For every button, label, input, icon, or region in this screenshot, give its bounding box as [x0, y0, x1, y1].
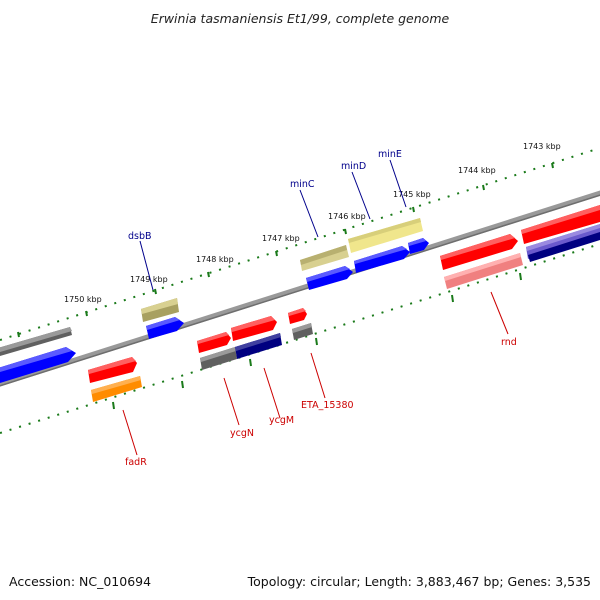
tick-label: 1747 kbp: [262, 234, 300, 243]
major-tick: [181, 380, 184, 389]
major-tick: [207, 271, 210, 278]
major-tick: [275, 250, 278, 257]
gene-block-gray: [0, 327, 72, 356]
gene-label-minE: minE: [378, 149, 402, 160]
gene-labels-bottom: rnd ETA_15380 ycgM ycgN fadR: [125, 337, 517, 468]
tick-label: 1750 kbp: [64, 295, 102, 304]
major-tick: [17, 331, 20, 338]
gene-label-fadR: fadR: [125, 457, 147, 468]
major-tick: [315, 337, 318, 346]
gene-label-ycgN: ycgN: [230, 428, 254, 439]
gene-label-minC: minC: [290, 179, 315, 190]
gene-arrow-red: [231, 316, 277, 341]
major-tick: [482, 184, 485, 191]
major-tick: [451, 294, 454, 303]
gene-arrow-red: [88, 357, 137, 383]
gene-label-ETA_15380: ETA_15380: [301, 400, 354, 411]
major-tick: [249, 358, 252, 367]
tick-label: 1743 kbp: [523, 142, 561, 151]
gene-block-navy: [528, 232, 600, 262]
major-tick: [344, 228, 347, 235]
accession-text: Accession: NC_010694: [9, 574, 151, 589]
gene-arrow-blue: [354, 246, 410, 273]
gene-label-dsbB: dsbB: [128, 231, 152, 242]
gene-arrow-blue: [306, 266, 353, 290]
major-tick: [85, 310, 88, 317]
genome-summary-text: Topology: circular; Length: 3,883,467 bp…: [247, 574, 591, 589]
gene-block-khaki: [300, 245, 349, 271]
tick-label: 1744 kbp: [458, 166, 496, 175]
major-tick: [112, 401, 115, 410]
gene-block-khaki: [141, 298, 179, 322]
gene-labels-top: minE minD minC dsbB: [128, 149, 402, 242]
gene-block-orange: [91, 376, 142, 402]
major-ticks: [17, 162, 554, 410]
tick-label: 1746 kbp: [328, 212, 366, 221]
gene-block-gray: [292, 323, 313, 340]
gene-block-pink: [444, 253, 523, 289]
gene-label-ycgM: ycgM: [269, 415, 294, 426]
label-leaders: [122, 159, 509, 456]
gene-block-navy: [235, 333, 282, 359]
major-tick: [519, 272, 522, 281]
tick-label: 1748 kbp: [196, 255, 234, 264]
gene-block-lightkhaki: [348, 218, 423, 253]
major-tick: [412, 206, 415, 213]
genome-backbone: [0, 190, 600, 387]
gene-arrow-blue: [0, 347, 76, 383]
major-tick: [154, 288, 157, 295]
map-title: Erwinia tasmaniensis Et1/99, complete ge…: [151, 11, 450, 26]
tick-label: 1745 kbp: [393, 190, 431, 199]
gene-arrow-red: [288, 308, 307, 324]
gene-label-minD: minD: [341, 161, 366, 172]
tick-labels: 1743 kbp 1744 kbp 1745 kbp 1746 kbp 1747…: [64, 142, 561, 304]
gene-arrow-blue: [146, 317, 184, 339]
gene-arrow-red: [197, 332, 231, 353]
gene-arrow-red: [440, 234, 518, 270]
gene-arrow-blue: [408, 238, 429, 254]
major-tick: [551, 162, 554, 169]
gene-features: [0, 205, 600, 402]
tick-label: 1749 kbp: [130, 275, 168, 284]
gene-block-gray: [200, 347, 237, 370]
gene-arrow-red: [521, 205, 600, 244]
gene-label-rnd: rnd: [501, 337, 517, 348]
